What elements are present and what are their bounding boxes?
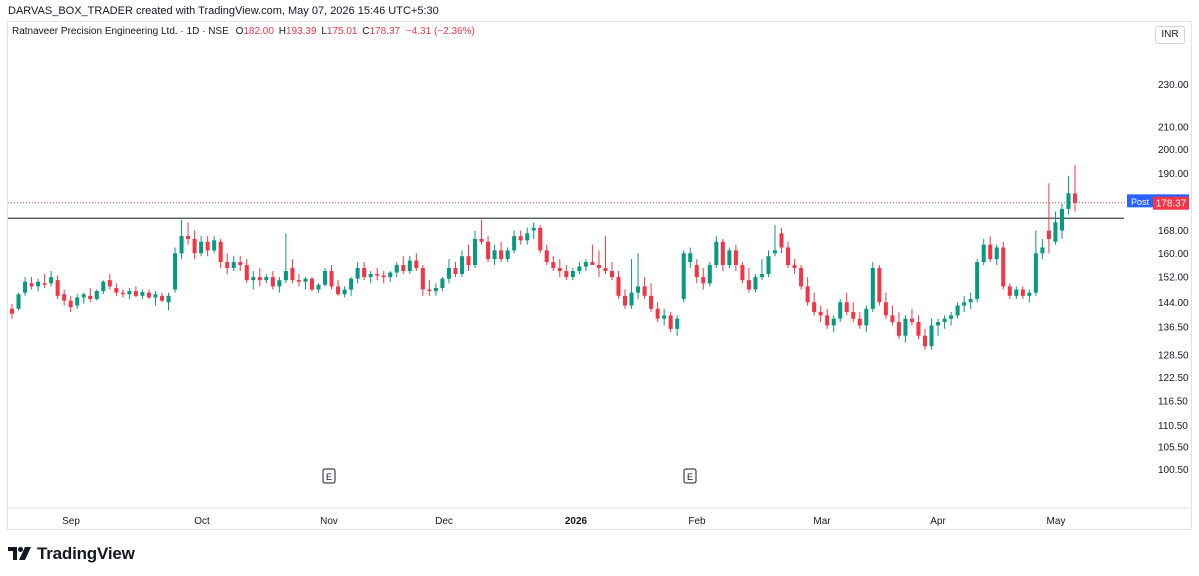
legend-open-value: 182.00: [243, 26, 274, 37]
legend-close-value: 178.37: [369, 26, 401, 37]
tradingview-logo[interactable]: TradingView: [8, 544, 135, 564]
currency-button[interactable]: INR: [1155, 26, 1185, 44]
legend-high-label: H: [278, 26, 286, 37]
symbol-legend: Ratnaveer Precision Engineering Ltd. · 1…: [12, 26, 475, 37]
legend-change: −4.31 (−2.36%): [405, 26, 475, 37]
legend-close-label: C: [362, 26, 370, 37]
chart-caption: DARVAS_BOX_TRADER created with TradingVi…: [8, 5, 439, 17]
tradingview-brand: TradingView: [37, 544, 135, 563]
legend-low-value: 175.01: [326, 26, 358, 37]
legend-symbol[interactable]: Ratnaveer Precision Engineering Ltd. · 1…: [12, 26, 229, 37]
legend-open-label: O: [235, 26, 244, 37]
legend-high-value: 193.39: [285, 26, 317, 37]
legend-low-label: L: [321, 26, 327, 37]
tradingview-logo-icon: [8, 547, 31, 560]
chart-panel[interactable]: [7, 21, 1192, 530]
